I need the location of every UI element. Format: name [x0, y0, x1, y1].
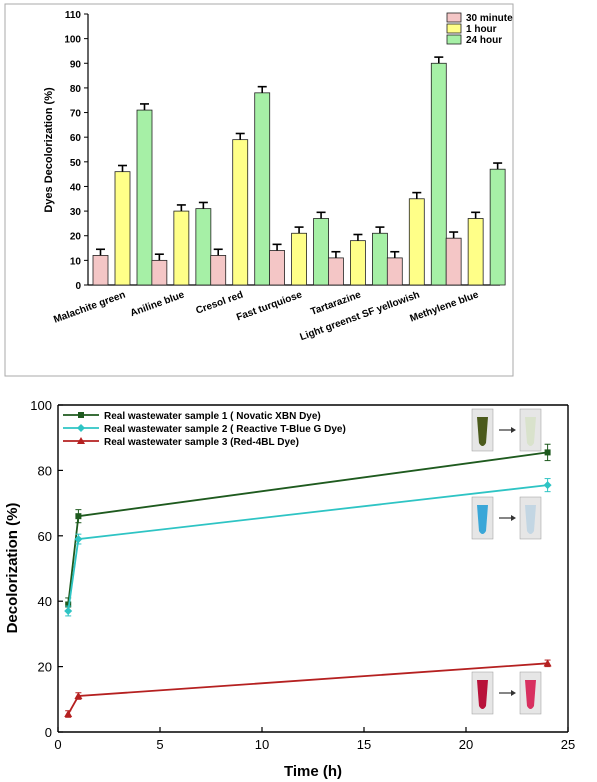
blue-dye-tubes: [471, 496, 542, 540]
line-chart: 0 20 40 60 80 100 0 5 10 15 20 25 Decolorization (…: [4, 398, 575, 780]
bar: [232, 139, 249, 286]
line-point: [74, 535, 83, 544]
bar: [408, 198, 425, 286]
bar: [386, 257, 403, 286]
bar: [254, 92, 271, 286]
line-legend-label: Real wastewater sample 3 (Red-4BL Dye): [104, 437, 299, 448]
line-x-tick-label: 10: [255, 737, 269, 752]
line-y-tick-label: 40: [38, 594, 52, 609]
bar-y-tick-label: 80: [70, 84, 82, 95]
line-point: [77, 437, 85, 444]
bar: [313, 218, 329, 286]
tube-after: [525, 417, 536, 446]
line-x-tick-label: 25: [561, 737, 575, 752]
line-y-tick-label: 80: [38, 463, 52, 478]
bar: [195, 208, 212, 286]
bar: [151, 259, 168, 286]
bar: [372, 232, 388, 286]
bar-y-tick-label: 70: [70, 109, 82, 120]
line-legend-label: Real wastewater sample 2 ( Reactive T-Bl…: [104, 424, 346, 435]
bar-panel-frame: [4, 3, 514, 377]
line-point: [65, 601, 72, 608]
bar-y-tick-label: 100: [64, 35, 81, 46]
bar-category-label: Fast turquiose: [235, 289, 304, 323]
bar-legend-label: 30 minute: [466, 13, 513, 24]
line-point: [543, 659, 552, 667]
line-y-tick-label: 60: [38, 529, 52, 544]
bar-y-tick-label: 20: [70, 232, 82, 243]
bar-y-tick-label: 40: [70, 182, 82, 193]
bar-y-tick-label: 30: [70, 207, 82, 218]
bar: [291, 232, 307, 286]
bar-x-labels: Malachite green Aniline blue Cresol redFas…: [52, 289, 480, 343]
bar: [210, 255, 227, 286]
bar: [92, 255, 109, 286]
tube-after: [525, 505, 536, 534]
bar-legend-swatch: [446, 23, 462, 34]
bar: [328, 257, 344, 286]
bar-y-tick-label: 0: [75, 281, 81, 292]
line-y-axis-label: Decolorization (%): [4, 503, 21, 634]
line-point: [64, 710, 73, 718]
line-point: [64, 607, 73, 616]
tube-before: [477, 505, 488, 534]
bar: [350, 240, 366, 286]
line-point: [78, 412, 84, 418]
bar-chart: 0 10 20 30 40 50 60 70 80 90 100 110 Malachite gree…: [43, 10, 513, 343]
line-point: [75, 513, 82, 520]
bar-y-axis-label: Dyes Decolorization (%): [43, 87, 55, 213]
tube-after: [525, 680, 536, 709]
bar-y-tick-label: 90: [70, 59, 82, 70]
bar: [489, 168, 506, 286]
green-dye-tubes: [471, 408, 542, 452]
bar: [430, 62, 447, 286]
bar-y-tick-label: 10: [70, 256, 82, 267]
tube-before: [477, 680, 488, 709]
line-legend: Real wastewater sample 1 ( Novatic XBN D…: [63, 411, 346, 448]
line-x-ticks: 0 5 10 15 20 25: [54, 727, 575, 752]
tube-before: [477, 417, 488, 446]
inset-photos: [471, 408, 542, 715]
bar-y-ticks: 0 10 20 30 40 50 60 70 80 90 100 110: [64, 10, 88, 292]
line-x-axis-label: Time (h): [284, 763, 342, 780]
bar-marks: [92, 56, 506, 286]
bar: [269, 250, 285, 286]
line-x-tick-label: 20: [459, 737, 473, 752]
red-dye-tubes: [471, 671, 542, 715]
bar-legend-swatch: [446, 12, 462, 23]
bar-y-tick-label: 110: [65, 10, 82, 21]
arrow-head-icon: [511, 427, 516, 433]
bar-legend-swatch: [446, 34, 462, 45]
line-series: [64, 443, 552, 718]
line-point: [543, 481, 552, 490]
bar-y-tick-label: 50: [70, 158, 82, 169]
bar-y-tick-label: 60: [70, 133, 82, 144]
line-y-tick-label: 20: [38, 660, 52, 675]
arrow-head-icon: [511, 515, 516, 521]
bar: [467, 218, 484, 286]
line-point: [77, 424, 85, 432]
bar: [173, 210, 190, 286]
line-x-tick-label: 5: [156, 737, 163, 752]
bar-category-label: Aniline blue: [129, 289, 186, 319]
line-y-tick-label: 0: [45, 725, 52, 740]
arrow-head-icon: [511, 690, 516, 696]
line-point: [74, 692, 83, 700]
line-y-ticks: 0 20 40 60 80 100: [30, 398, 63, 740]
bar-legend-label: 24 hour: [466, 35, 502, 46]
bar-legend-label: 1 hour: [466, 24, 497, 35]
line-x-tick-label: 0: [54, 737, 61, 752]
line-legend-label: Real wastewater sample 1 ( Novatic XBN D…: [104, 411, 321, 422]
bar: [445, 237, 462, 286]
bar: [136, 109, 153, 286]
line-x-tick-label: 15: [357, 737, 371, 752]
bar: [114, 171, 131, 286]
line-point: [544, 449, 551, 456]
line-y-tick-label: 100: [30, 398, 52, 413]
bar-category-label: Malachite green: [52, 289, 127, 325]
